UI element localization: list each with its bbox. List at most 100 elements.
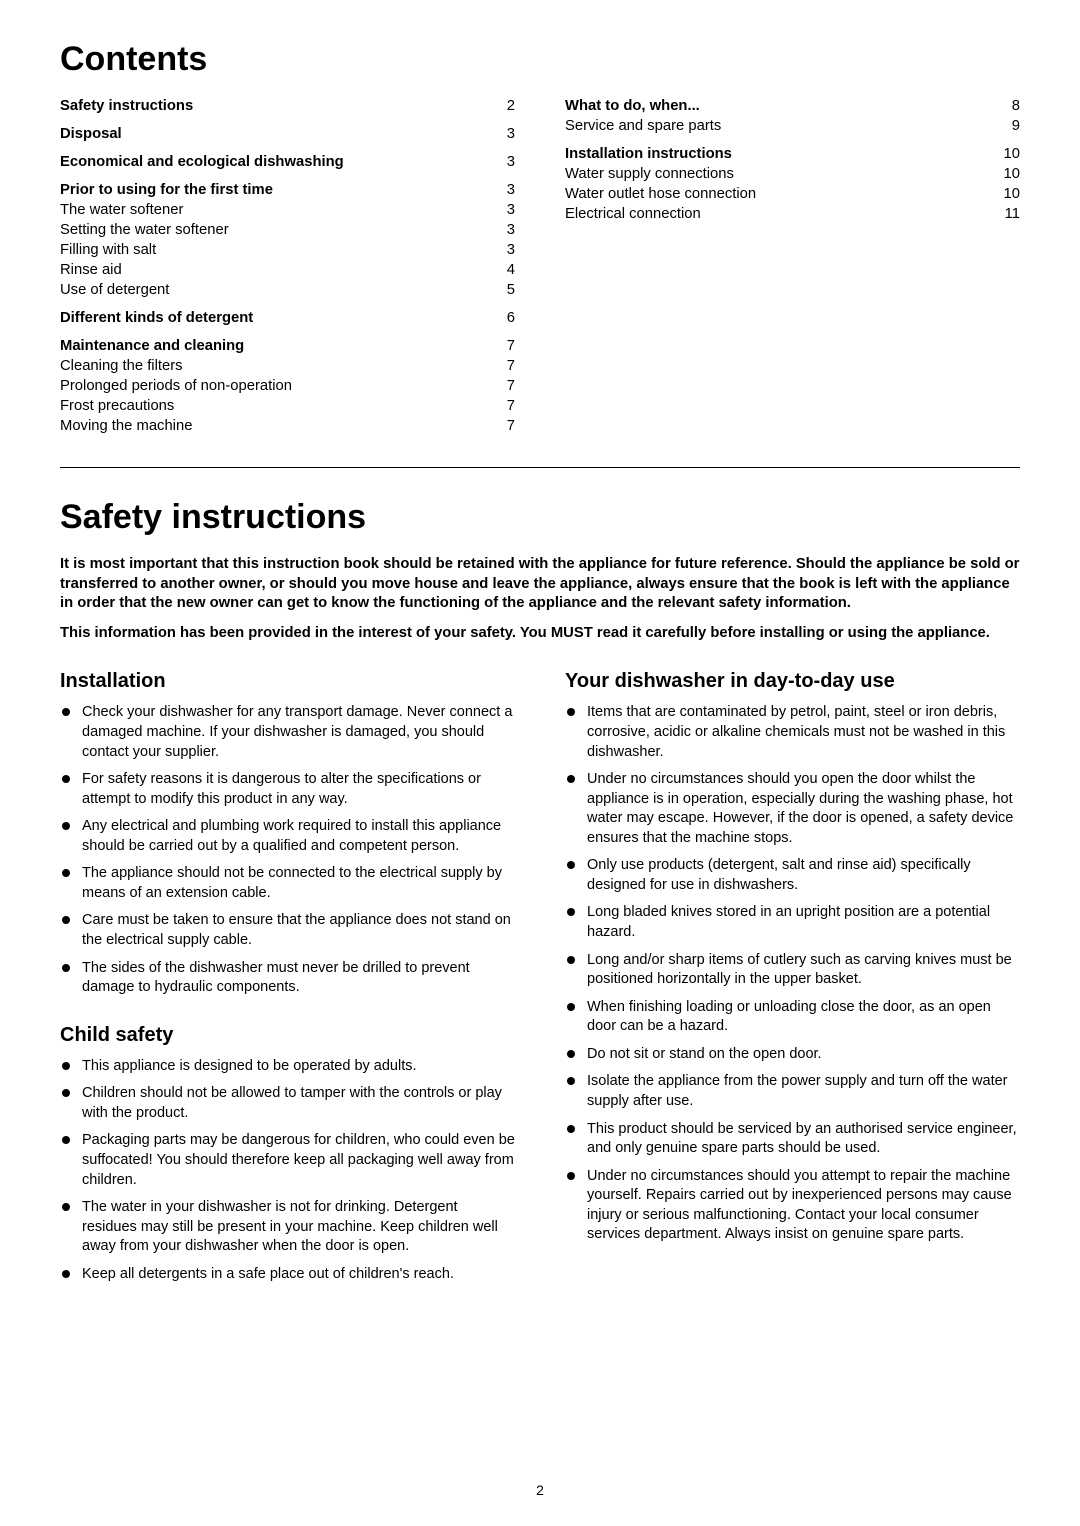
toc-label: Service and spare parts bbox=[565, 117, 721, 137]
list-item: Under no circumstances should you open t… bbox=[565, 770, 1020, 848]
toc-row: Economical and ecological dishwashing3 bbox=[60, 153, 515, 173]
safety-heading: Safety instructions bbox=[60, 498, 1020, 537]
list-item: Keep all detergents in a safe place out … bbox=[60, 1265, 515, 1285]
toc: Safety instructions2Disposal3Economical … bbox=[60, 97, 1020, 445]
toc-label: Safety instructions bbox=[60, 97, 193, 117]
toc-group: Different kinds of detergent 6 bbox=[60, 309, 515, 329]
list-item: Check your dishwasher for any transport … bbox=[60, 703, 515, 762]
toc-row: Frost precautions 7 bbox=[60, 397, 515, 417]
toc-page: 10 bbox=[992, 185, 1020, 205]
intro-block: It is most important that this instructi… bbox=[60, 555, 1020, 645]
toc-label: What to do, when... bbox=[565, 97, 700, 117]
list-item: Long bladed knives stored in an upright … bbox=[565, 903, 1020, 942]
toc-page: 8 bbox=[1000, 97, 1020, 117]
toc-row: Filling with salt 3 bbox=[60, 241, 515, 261]
toc-row: The water softener 3 bbox=[60, 201, 515, 221]
toc-group: Safety instructions 2 bbox=[60, 97, 515, 117]
toc-group: Installation instructions10Water supply … bbox=[565, 145, 1020, 225]
list-item: Items that are contaminated by petrol, p… bbox=[565, 703, 1020, 762]
list-item: This appliance is designed to be operate… bbox=[60, 1057, 515, 1077]
intro-paragraph-1: It is most important that this instructi… bbox=[60, 555, 1020, 615]
toc-label: Prior to using for the first time bbox=[60, 181, 273, 201]
toc-label: Water outlet hose connection bbox=[565, 185, 756, 205]
toc-page: 7 bbox=[495, 397, 515, 417]
toc-label: Rinse aid bbox=[60, 261, 122, 281]
toc-page: 7 bbox=[495, 357, 515, 377]
list-item: Care must be taken to ensure that the ap… bbox=[60, 911, 515, 950]
toc-row: Prolonged periods of non-operation 7 bbox=[60, 377, 515, 397]
toc-row: Maintenance and cleaning7 bbox=[60, 337, 515, 357]
toc-page: 3 bbox=[495, 125, 515, 145]
installation-heading: Installation bbox=[60, 670, 515, 693]
list-item: Packaging parts may be dangerous for chi… bbox=[60, 1131, 515, 1190]
list-item: When finishing loading or unloading clos… bbox=[565, 998, 1020, 1037]
toc-page: 10 bbox=[992, 145, 1020, 165]
toc-label: Frost precautions bbox=[60, 397, 174, 417]
toc-label: Disposal bbox=[60, 125, 122, 145]
list-item: Only use products (detergent, salt and r… bbox=[565, 856, 1020, 895]
list-item: Under no circumstances should you attemp… bbox=[565, 1167, 1020, 1245]
child-safety-heading: Child safety bbox=[60, 1024, 515, 1047]
toc-label: Different kinds of detergent bbox=[60, 309, 253, 329]
toc-row: Rinse aid 4 bbox=[60, 261, 515, 281]
toc-page: 3 bbox=[495, 153, 515, 173]
toc-row: Setting the water softener3 bbox=[60, 221, 515, 241]
toc-row: Water outlet hose connection 10 bbox=[565, 185, 1020, 205]
toc-row: Prior to using for the first time3 bbox=[60, 181, 515, 201]
toc-page: 7 bbox=[495, 377, 515, 397]
toc-group: Economical and ecological dishwashing3 bbox=[60, 153, 515, 173]
toc-row: Use of detergent 5 bbox=[60, 281, 515, 301]
toc-row: Cleaning the filters 7 bbox=[60, 357, 515, 377]
day-to-day-list: Items that are contaminated by petrol, p… bbox=[565, 703, 1020, 1245]
toc-group: Maintenance and cleaning7Cleaning the fi… bbox=[60, 337, 515, 437]
installation-list: Check your dishwasher for any transport … bbox=[60, 703, 515, 997]
toc-page: 11 bbox=[993, 205, 1020, 225]
toc-left-column: Safety instructions2Disposal3Economical … bbox=[60, 97, 515, 445]
list-item: Children should not be allowed to tamper… bbox=[60, 1084, 515, 1123]
toc-page: 4 bbox=[495, 261, 515, 281]
toc-row: What to do, when... 8 bbox=[565, 97, 1020, 117]
list-item: This product should be serviced by an au… bbox=[565, 1120, 1020, 1159]
divider-rule bbox=[60, 467, 1020, 468]
toc-page: 9 bbox=[1000, 117, 1020, 137]
child-safety-list: This appliance is designed to be operate… bbox=[60, 1057, 515, 1285]
toc-group: Disposal 3 bbox=[60, 125, 515, 145]
toc-label: Prolonged periods of non-operation bbox=[60, 377, 292, 397]
toc-label: Electrical connection bbox=[565, 205, 701, 225]
toc-row: Water supply connections 10 bbox=[565, 165, 1020, 185]
body-left-column: Installation Check your dishwasher for a… bbox=[60, 666, 515, 1292]
toc-right-column: What to do, when...8Service and spare pa… bbox=[565, 97, 1020, 445]
list-item: Do not sit or stand on the open door. bbox=[565, 1045, 1020, 1065]
toc-row: Installation instructions 10 bbox=[565, 145, 1020, 165]
toc-page: 7 bbox=[495, 417, 515, 437]
toc-row: Different kinds of detergent 6 bbox=[60, 309, 515, 329]
toc-row: Moving the machine 7 bbox=[60, 417, 515, 437]
toc-page: 5 bbox=[495, 281, 515, 301]
toc-label: Moving the machine bbox=[60, 417, 192, 437]
toc-group: Prior to using for the first time3The wa… bbox=[60, 181, 515, 301]
toc-label: Cleaning the filters bbox=[60, 357, 183, 377]
body-right-column: Your dishwasher in day-to-day use Items … bbox=[565, 666, 1020, 1292]
toc-label: Use of detergent bbox=[60, 281, 169, 301]
toc-label: Water supply connections bbox=[565, 165, 734, 185]
toc-row: Electrical connection 11 bbox=[565, 205, 1020, 225]
toc-label: Setting the water softener bbox=[60, 221, 229, 241]
day-to-day-heading: Your dishwasher in day-to-day use bbox=[565, 670, 1020, 693]
toc-group: What to do, when...8Service and spare pa… bbox=[565, 97, 1020, 137]
toc-page: 10 bbox=[992, 165, 1020, 185]
list-item: Isolate the appliance from the power sup… bbox=[565, 1072, 1020, 1111]
list-item: Any electrical and plumbing work require… bbox=[60, 817, 515, 856]
toc-page: 2 bbox=[495, 97, 515, 117]
list-item: The sides of the dishwasher must never b… bbox=[60, 959, 515, 998]
toc-label: Installation instructions bbox=[565, 145, 732, 165]
toc-label: The water softener bbox=[60, 201, 183, 221]
toc-label: Maintenance and cleaning bbox=[60, 337, 244, 357]
list-item: The water in your dishwasher is not for … bbox=[60, 1198, 515, 1257]
toc-row: Disposal 3 bbox=[60, 125, 515, 145]
toc-page: 3 bbox=[495, 201, 515, 221]
body-columns: Installation Check your dishwasher for a… bbox=[60, 666, 1020, 1292]
toc-row: Service and spare parts 9 bbox=[565, 117, 1020, 137]
toc-page: 3 bbox=[495, 241, 515, 261]
toc-page: 6 bbox=[495, 309, 515, 329]
toc-label: Filling with salt bbox=[60, 241, 156, 261]
